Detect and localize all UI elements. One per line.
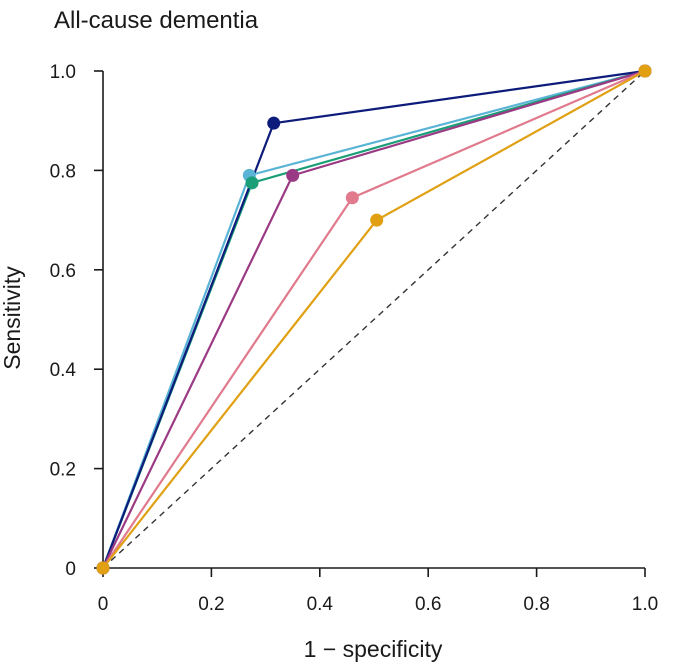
x-axis-title: 1 − specificity [304,636,443,662]
series-point [370,213,384,227]
series-point [245,176,259,190]
reference-line [102,70,646,569]
y-tick-label: 1.0 [50,62,76,83]
y-tick-label: 0.2 [50,460,76,481]
series-point [96,561,110,575]
x-tick-label: 0.4 [307,594,334,615]
y-axis-title: Sensitivity [0,266,25,370]
y-tick-label: 0 [65,559,76,580]
x-tick-label: 0 [98,594,109,615]
series-point [345,191,359,205]
y-tick-label: 0.8 [50,161,76,182]
chart-title: All-cause dementia [54,7,259,34]
y-tick-label: 0.4 [50,360,77,381]
axes: 0 0.2 0.4 0.6 0.8 1.0 0 0.2 0.4 0.6 0.8 1.0 [50,62,659,615]
series-point [638,64,652,78]
y-tick-label: 0.6 [50,261,76,282]
x-tick-label: 1.0 [632,594,658,615]
x-tick-label: 0.6 [415,594,441,615]
x-tick-label: 0.2 [198,594,224,615]
series-points [96,64,652,575]
series-point [286,168,300,182]
reference-diagonal [102,70,646,569]
series-point [267,116,281,130]
x-tick-label: 0.8 [523,594,549,615]
